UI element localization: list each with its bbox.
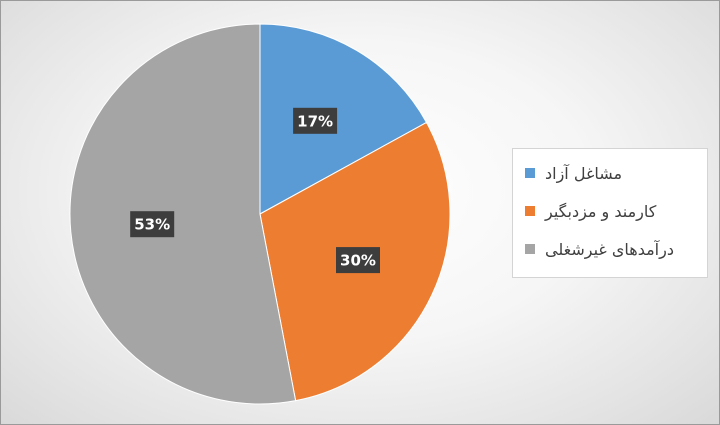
legend-item-employees-wage-earners: کارمند و مزدبگیر bbox=[525, 192, 691, 230]
data-label-box-non-employment-income bbox=[130, 211, 175, 238]
pie-data-labels: 17% 30% 53% bbox=[130, 107, 380, 274]
data-label-self-employed: 17% bbox=[297, 112, 333, 130]
pie-slice-self-employed bbox=[259, 23, 428, 215]
data-label-non-employment-income: 53% bbox=[134, 216, 170, 234]
legend-swatch-self-employed bbox=[525, 168, 535, 178]
legend-label-self-employed: مشاغل آزاد bbox=[545, 163, 623, 183]
legend-swatch-employees-wage-earners bbox=[525, 206, 535, 216]
data-label-box-employees-wage-earners bbox=[336, 247, 380, 274]
legend-swatch-non-employment-income bbox=[525, 244, 535, 254]
pie-slices bbox=[69, 23, 451, 405]
pie-slice-non-employment-income bbox=[69, 23, 297, 405]
legend-item-non-employment-income: درآمدهای غیرشغلی bbox=[525, 230, 691, 268]
legend-item-self-employed: مشاغل آزاد bbox=[525, 154, 691, 192]
data-label-employees-wage-earners: 30% bbox=[340, 252, 376, 270]
legend-label-non-employment-income: درآمدهای غیرشغلی bbox=[545, 239, 674, 259]
data-label-box-self-employed bbox=[293, 107, 338, 134]
legend-label-employees-wage-earners: کارمند و مزدبگیر bbox=[545, 201, 657, 221]
legend: مشاغل آزاد کارمند و مزدبگیر درآمدهای غیر… bbox=[512, 148, 708, 278]
